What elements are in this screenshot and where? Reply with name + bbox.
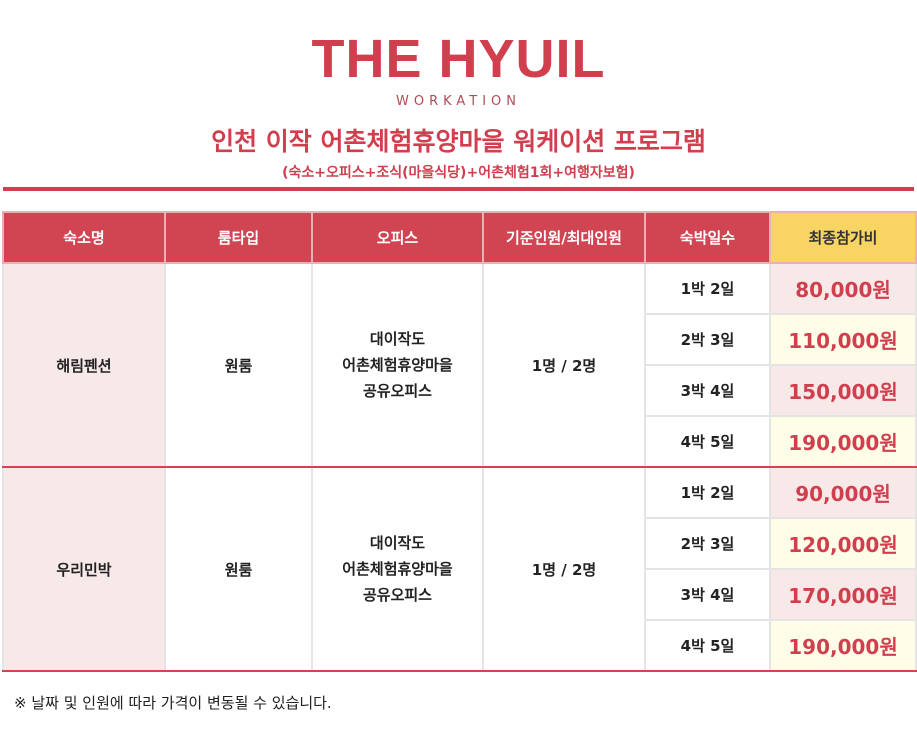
price: 170,000원 — [769, 568, 917, 621]
row: 3박 4일 150,000원 — [3, 364, 917, 417]
room-type: 원룸 — [164, 262, 313, 468]
capacity: 1명 / 2명 — [482, 466, 646, 672]
price: 90,000원 — [769, 466, 917, 519]
nights: 4박 5일 — [644, 619, 771, 672]
column-header: 숙박일수 — [644, 211, 771, 264]
nights: 3박 4일 — [644, 364, 771, 417]
nights: 2박 3일 — [644, 313, 771, 366]
price: 190,000원 — [769, 415, 917, 468]
price: 120,000원 — [769, 517, 917, 570]
footnote: ※ 날짜 및 인원에 따라 가격이 변동될 수 있습니다. — [14, 694, 332, 712]
room-type: 원룸 — [164, 466, 313, 672]
price: 80,000원 — [769, 262, 917, 315]
title: 인천 이작 어촌체험휴양마을 워케이션 프로그램 — [211, 127, 706, 156]
column-header: 오피스 — [311, 211, 484, 264]
row: 해림펜션 원룸 대이작도 어촌체험휴양마을 공유오피스 1명 / 2명 1박 2일 80,00… — [2, 262, 917, 468]
lodging-name: 해림펜션 — [2, 262, 166, 468]
nights: 2박 3일 — [644, 517, 771, 570]
divider — [3, 187, 914, 191]
price: 150,000원 — [769, 364, 917, 417]
capacity: 1명 / 2명 — [482, 262, 646, 468]
row: 2박 3일 110,000원 — [3, 313, 917, 366]
price: 190,000원 — [769, 619, 917, 672]
nights: 4박 5일 — [644, 415, 771, 468]
price: 110,000원 — [769, 313, 917, 366]
column-header: 룸타입 — [164, 211, 313, 264]
column-header: 숙소명 — [2, 211, 166, 264]
nights: 1박 2일 — [644, 262, 771, 315]
row: 3박 4일 170,000원 — [3, 568, 917, 621]
column-header: 최종참가비 — [769, 211, 917, 264]
column-header: 기준인원/최대인원 — [482, 211, 646, 264]
row: 4박 5일 190,000원 — [3, 415, 917, 468]
office-line: 어촌체험휴양마을 — [342, 356, 453, 374]
office-line: 공유오피스 — [362, 382, 432, 400]
row: 2박 3일 120,000원 — [3, 517, 917, 570]
office-line: 대이작도 — [369, 330, 426, 348]
office-line: 대이작도 — [369, 534, 426, 552]
tagline: WORKATION — [395, 94, 522, 109]
nights: 1박 2일 — [644, 466, 771, 519]
header-row: 숙소명 룸타입 오피스 기준인원/최대인원 숙박일수 최종참가비 — [2, 211, 917, 264]
brand: THE HYUIL — [311, 29, 606, 89]
row: 우리민박 원룸 대이작도 어촌체험휴양마을 공유오피스 1명 / 2명 1박 2일 90,00… — [2, 466, 917, 672]
row: 4박 5일 190,000원 — [3, 619, 917, 672]
office-line: 공유오피스 — [362, 586, 432, 604]
nights: 3박 4일 — [644, 568, 771, 621]
lodging-name: 우리민박 — [2, 466, 166, 672]
price-table: 숙소명 룸타입 오피스 기준인원/최대인원 숙박일수 최종참가비 해림펜션 원룸 대이작도 어촌체… — [2, 211, 917, 672]
office-line: 어촌체험휴양마을 — [342, 560, 453, 578]
subtitle: (숙소+오피스+조식(마을식당)+어촌체험1회+여행자보험) — [282, 165, 635, 181]
